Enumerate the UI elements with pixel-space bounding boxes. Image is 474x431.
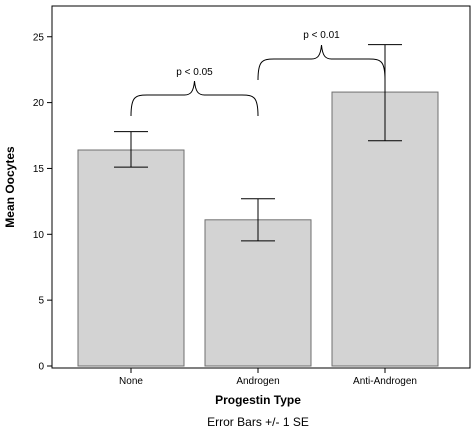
error-bars-group [114, 44, 402, 242]
x-tick-label: None [119, 376, 143, 387]
y-tick-label: 25 [33, 32, 45, 43]
significance-bracket [130, 80, 259, 117]
y-tick-label: 20 [33, 98, 45, 109]
y-tick-label: 0 [38, 362, 44, 373]
y-tick-label: 5 [38, 296, 44, 307]
x-tick-label: Anti-Androgen [353, 376, 417, 387]
x-axis-title: Progestin Type [215, 393, 301, 407]
significance-annotations: p < 0.05 p < 0.01 [130, 30, 386, 117]
y-axis-title: Mean Oocytes [3, 146, 17, 228]
x-axis: None Androgen Anti-Androgen [119, 368, 417, 387]
error-bar-note: Error Bars +/- 1 SE [207, 415, 309, 429]
significance-label: p < 0.05 [176, 67, 213, 78]
bar-androgen [204, 219, 312, 367]
significance-bracket [257, 44, 386, 81]
y-tick-label: 15 [33, 164, 45, 175]
y-tick-label: 10 [33, 230, 45, 241]
y-axis: 0 5 10 15 20 25 [33, 32, 52, 373]
x-tick-label: Androgen [236, 376, 279, 387]
bar-none [77, 149, 185, 367]
significance-label: p < 0.01 [303, 30, 340, 41]
